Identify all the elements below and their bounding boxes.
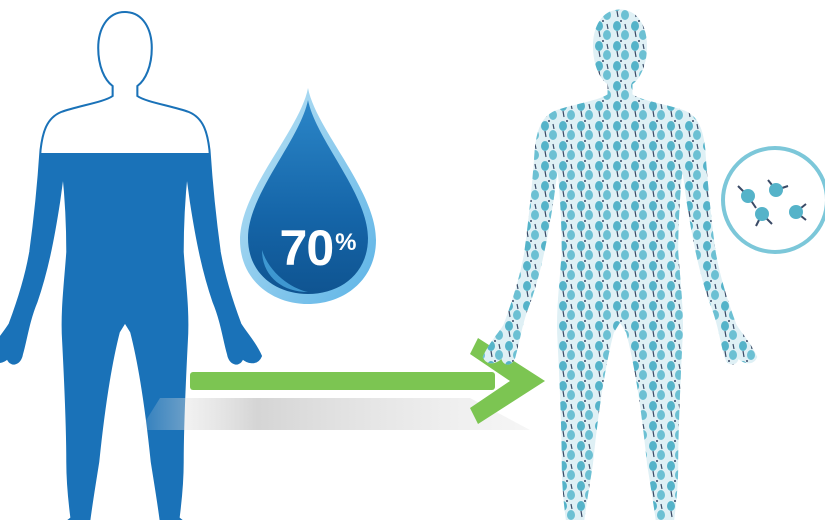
right-figure (482, 9, 758, 520)
right-arrow-icon (140, 338, 545, 430)
percentage-value: 70 (279, 220, 335, 276)
left-figure (0, 10, 262, 520)
percentage-unit: % (335, 229, 357, 256)
water-percentage-label: 70% (268, 203, 368, 273)
molecule-circle-icon (721, 146, 825, 254)
water-drop-icon (240, 88, 376, 304)
